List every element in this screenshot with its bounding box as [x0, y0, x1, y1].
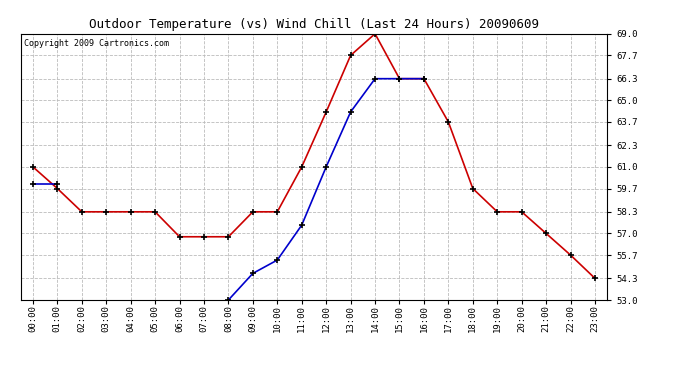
Text: Copyright 2009 Cartronics.com: Copyright 2009 Cartronics.com — [23, 39, 168, 48]
Title: Outdoor Temperature (vs) Wind Chill (Last 24 Hours) 20090609: Outdoor Temperature (vs) Wind Chill (Las… — [89, 18, 539, 31]
